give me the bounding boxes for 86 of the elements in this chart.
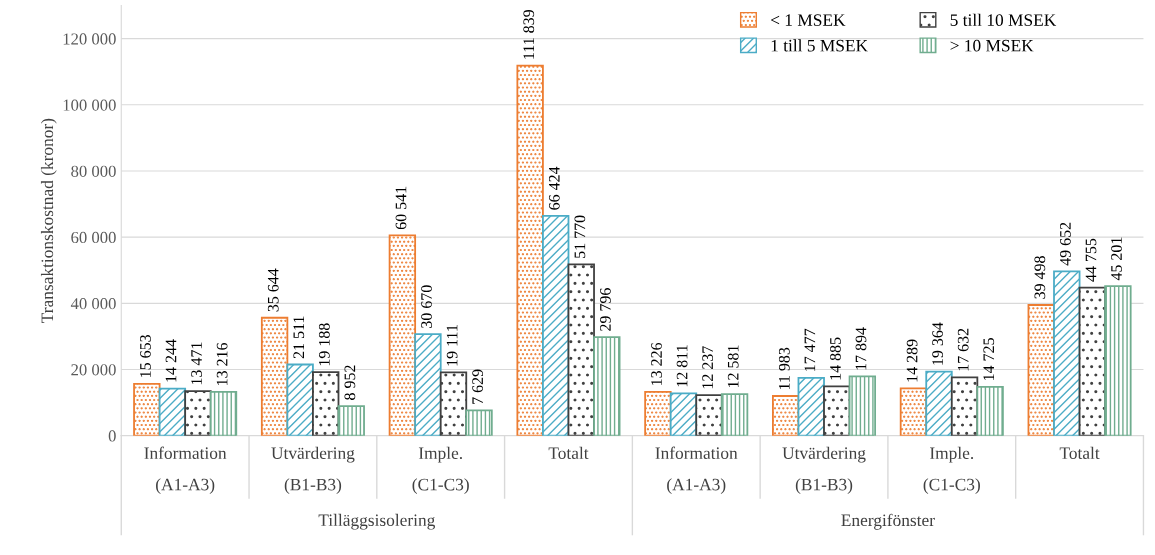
bar [542,214,570,436]
bar [823,385,851,436]
bar [950,376,979,436]
bar [465,409,493,436]
data-label: 14 885 [830,337,841,380]
data-label: 7 629 [472,369,484,404]
data-label: 17 477 [804,328,816,371]
data-label: 17 632 [957,328,969,371]
data-label: 44 755 [1085,238,1097,282]
bar [133,382,161,436]
data-label: 13 226 [651,342,662,385]
data-label: 13 216 [216,342,228,385]
text: Tilläggsisolering [318,513,436,530]
data-label: 12 237 [702,346,714,389]
text: Energifönster [841,513,935,530]
data-label: 39 498 [1034,256,1046,299]
legend-label: 1 till 5 MSEK [771,39,868,52]
bar [1053,270,1081,436]
data-label: 14 725 [983,338,995,380]
x-tick-label: Information (A1-A3) [655,446,738,494]
bar [567,263,595,436]
data-label: 111 839 [523,10,535,59]
bar [337,405,365,436]
data-label: 21 511 [293,316,305,359]
data-label: 29 796 [600,288,611,331]
data-label: 15 653 [140,335,151,377]
data-label: 14 289 [906,339,918,382]
x-tick-label: Imple. (C1-C3) [923,446,980,494]
legend-label: 5 till 10 MSEK [950,13,1057,26]
y-tick-label: 120 000 [63,33,116,45]
data-label: 30 670 [421,285,432,328]
y-tick-label: 0 [108,430,116,442]
data-label: 19 111 [446,325,458,366]
x-tick-label: Totalt [548,446,589,459]
x-tick-label: Totalt [1059,446,1100,459]
x-tick-label: Imple. (C1-C3) [412,446,469,494]
bar [644,391,672,436]
data-label: 17 894 [855,327,867,370]
bar [848,375,877,436]
data-label: 19 188 [318,323,330,366]
bar [1104,285,1132,436]
bar [1078,286,1107,436]
data-label: 35 644 [267,268,279,312]
x-tick-label: Information (A1-A3) [144,446,227,494]
data-label: 8 952 [344,365,356,400]
legend-label: < 1 MSEK [771,14,846,26]
bar [260,316,289,436]
data-label: 49 652 [1060,222,1071,266]
bar [669,392,698,436]
bar [925,370,953,436]
bar [1027,304,1055,436]
data-label: 45 201 [1111,237,1122,281]
bar [312,371,340,436]
y-tick-label: 100 000 [63,99,116,111]
data-label: 13 471 [191,342,202,385]
data-label: 12 811 [676,345,688,387]
bar [209,391,238,436]
bar [899,387,928,436]
bar [797,376,825,436]
bar [695,394,723,436]
y-axis-title: Transaktionskostnad (kronor) [40,118,57,323]
bar [976,386,1004,436]
bar [388,234,417,436]
bar [439,371,468,436]
x-tick-label: Utvärdering (B1-B3) [782,446,866,494]
data-label: 51 770 [574,215,586,258]
bar [772,395,800,436]
bar [414,333,442,436]
legend-label: > 10 MSEK [950,39,1034,52]
y-tick-label: 20 000 [71,364,116,376]
data-label: 66 424 [548,166,560,210]
bar [593,336,621,436]
data-label: 14 244 [165,339,177,382]
bar [158,387,187,436]
x-tick-label: Utvärdering (B1-B3) [271,446,355,494]
data-label: 19 364 [932,322,944,365]
data-label: 12 581 [727,345,739,388]
bar [516,64,544,436]
y-tick-label: 60 000 [71,231,116,244]
bar [184,390,212,436]
y-tick-label: 40 000 [70,298,116,310]
data-label: 60 541 [395,186,407,230]
data-label: 11 983 [778,347,790,390]
bar [720,393,749,436]
y-tick-label: 80 000 [71,165,116,177]
bar [286,363,314,436]
